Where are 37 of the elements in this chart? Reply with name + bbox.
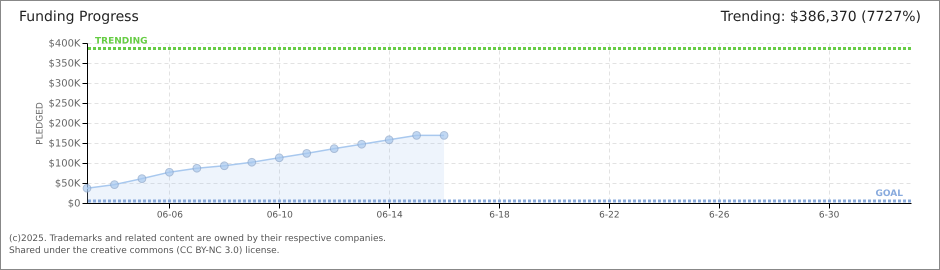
x-tick-label: 6-18 — [489, 210, 510, 220]
point — [274, 153, 284, 162]
y-tick-label: $350K — [48, 58, 81, 70]
point — [384, 135, 394, 144]
x-tick-label: 06-10 — [266, 210, 294, 220]
point — [357, 140, 366, 149]
ref-line-label: GOAL — [876, 189, 904, 199]
point — [330, 144, 339, 153]
point — [110, 180, 119, 189]
point — [82, 184, 92, 193]
y-axis-title: PLEDGED — [35, 102, 46, 145]
point — [302, 149, 312, 158]
point — [220, 161, 229, 170]
point — [440, 131, 448, 140]
point — [138, 174, 146, 183]
x-tick-label: 6-22 — [599, 210, 620, 220]
y-tick-label: $50K — [54, 178, 81, 190]
y-tick-label: $250K — [48, 98, 81, 110]
chart-title: Funding Progress — [19, 9, 139, 27]
x-tick-label: 06-06 — [156, 210, 184, 220]
y-tick-label: $300K — [48, 78, 81, 90]
x-tick-label: 6-30 — [818, 210, 840, 220]
point — [192, 164, 202, 173]
text: Trending: $386,370 (7727%) — [720, 9, 921, 27]
text: (c)2025. Trademarks and related content are owned by their respective companies. — [9, 233, 388, 245]
y-tick-label: $400K — [48, 38, 81, 50]
y-tick-label: $100K — [48, 158, 81, 170]
y-tick-label: $150K — [48, 138, 81, 150]
y-tick-label: $200K — [48, 118, 81, 130]
point — [165, 168, 174, 177]
text: Shared under the creative commons (CC BY-NC 3.0) license. — [9, 245, 281, 257]
point — [412, 131, 421, 140]
y-tick-label: $0 — [68, 198, 80, 210]
point — [247, 158, 256, 167]
ref-line-label: TRENDING — [95, 36, 148, 46]
x-tick-label: 06-14 — [376, 210, 403, 220]
x-tick-label: 6-26 — [709, 210, 730, 220]
